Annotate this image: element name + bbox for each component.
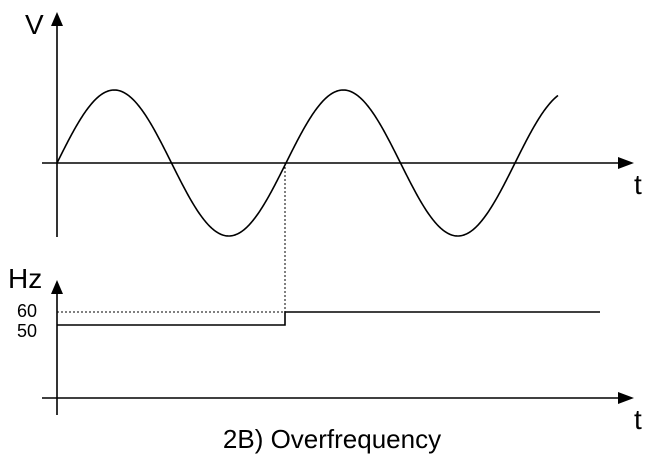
voltage-y-axis-label: V xyxy=(25,9,44,40)
frequency-step-line xyxy=(57,311,600,326)
frequency-y-axis-label: Hz xyxy=(8,263,42,294)
figure-caption: 2B) Overfrequency xyxy=(223,424,441,454)
voltage-y-axis-arrowhead xyxy=(51,12,63,26)
voltage-panel: V t xyxy=(25,9,642,312)
frequency-x-axis-label: t xyxy=(634,404,642,435)
frequency-panel: Hz t 60 50 xyxy=(8,263,642,435)
voltage-x-axis-arrowhead xyxy=(618,157,634,169)
frequency-y-axis-arrowhead xyxy=(51,280,63,294)
voltage-sine-wave xyxy=(56,89,559,237)
tick-label-50: 50 xyxy=(17,321,37,341)
tick-label-60: 60 xyxy=(17,301,37,321)
frequency-x-axis-arrowhead xyxy=(618,392,634,404)
voltage-x-axis-label: t xyxy=(634,169,642,200)
